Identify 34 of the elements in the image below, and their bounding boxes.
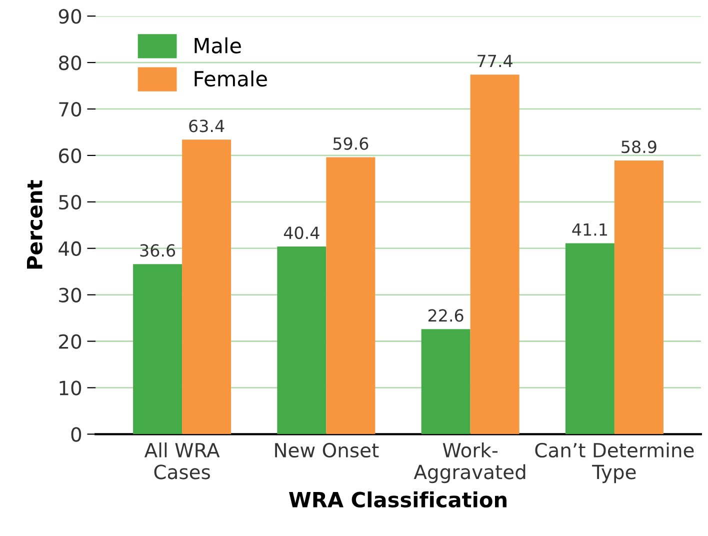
y-tick-label: 80: [58, 55, 82, 70]
x-tick-label: All WRA Cases: [144, 442, 220, 480]
bar: [565, 243, 614, 434]
bar: [614, 160, 664, 434]
y-tick-label: 90: [58, 9, 82, 24]
y-tick-label: 20: [59, 334, 82, 349]
legend-label: Male: [194, 37, 241, 54]
bar: [277, 246, 326, 434]
bar: [182, 140, 232, 434]
y-tick-label: 50: [59, 194, 82, 210]
bar: [133, 264, 182, 434]
bar: [421, 329, 470, 434]
y-tick-label: 60: [59, 148, 82, 164]
y-tick-label: 0: [71, 427, 82, 442]
data-label: 41.1: [572, 223, 607, 236]
legend-label: Female: [194, 70, 267, 87]
x-tick-label: New Onset: [275, 442, 379, 458]
y-tick-label: 40: [58, 241, 82, 256]
y-tick-label: 10: [60, 380, 82, 396]
data-label: 36.6: [140, 244, 176, 257]
data-label: 77.4: [478, 54, 512, 67]
bar: [470, 74, 520, 434]
data-label: 63.4: [189, 120, 224, 132]
data-label: 58.9: [622, 140, 656, 154]
bar: [326, 157, 376, 434]
x-tick-label: Can’t Determine Type: [535, 442, 694, 484]
y-axis-title: Percent: [27, 180, 42, 269]
data-label: 40.4: [284, 226, 320, 240]
x-axis-title: WRA Classification: [289, 491, 506, 508]
data-label: 22.6: [428, 309, 464, 322]
x-tick-label: Work- Aggravated: [414, 442, 526, 484]
y-tick-label: 70: [59, 102, 82, 117]
data-label: 59.6: [333, 137, 368, 150]
y-tick-label: 30: [59, 288, 82, 302]
